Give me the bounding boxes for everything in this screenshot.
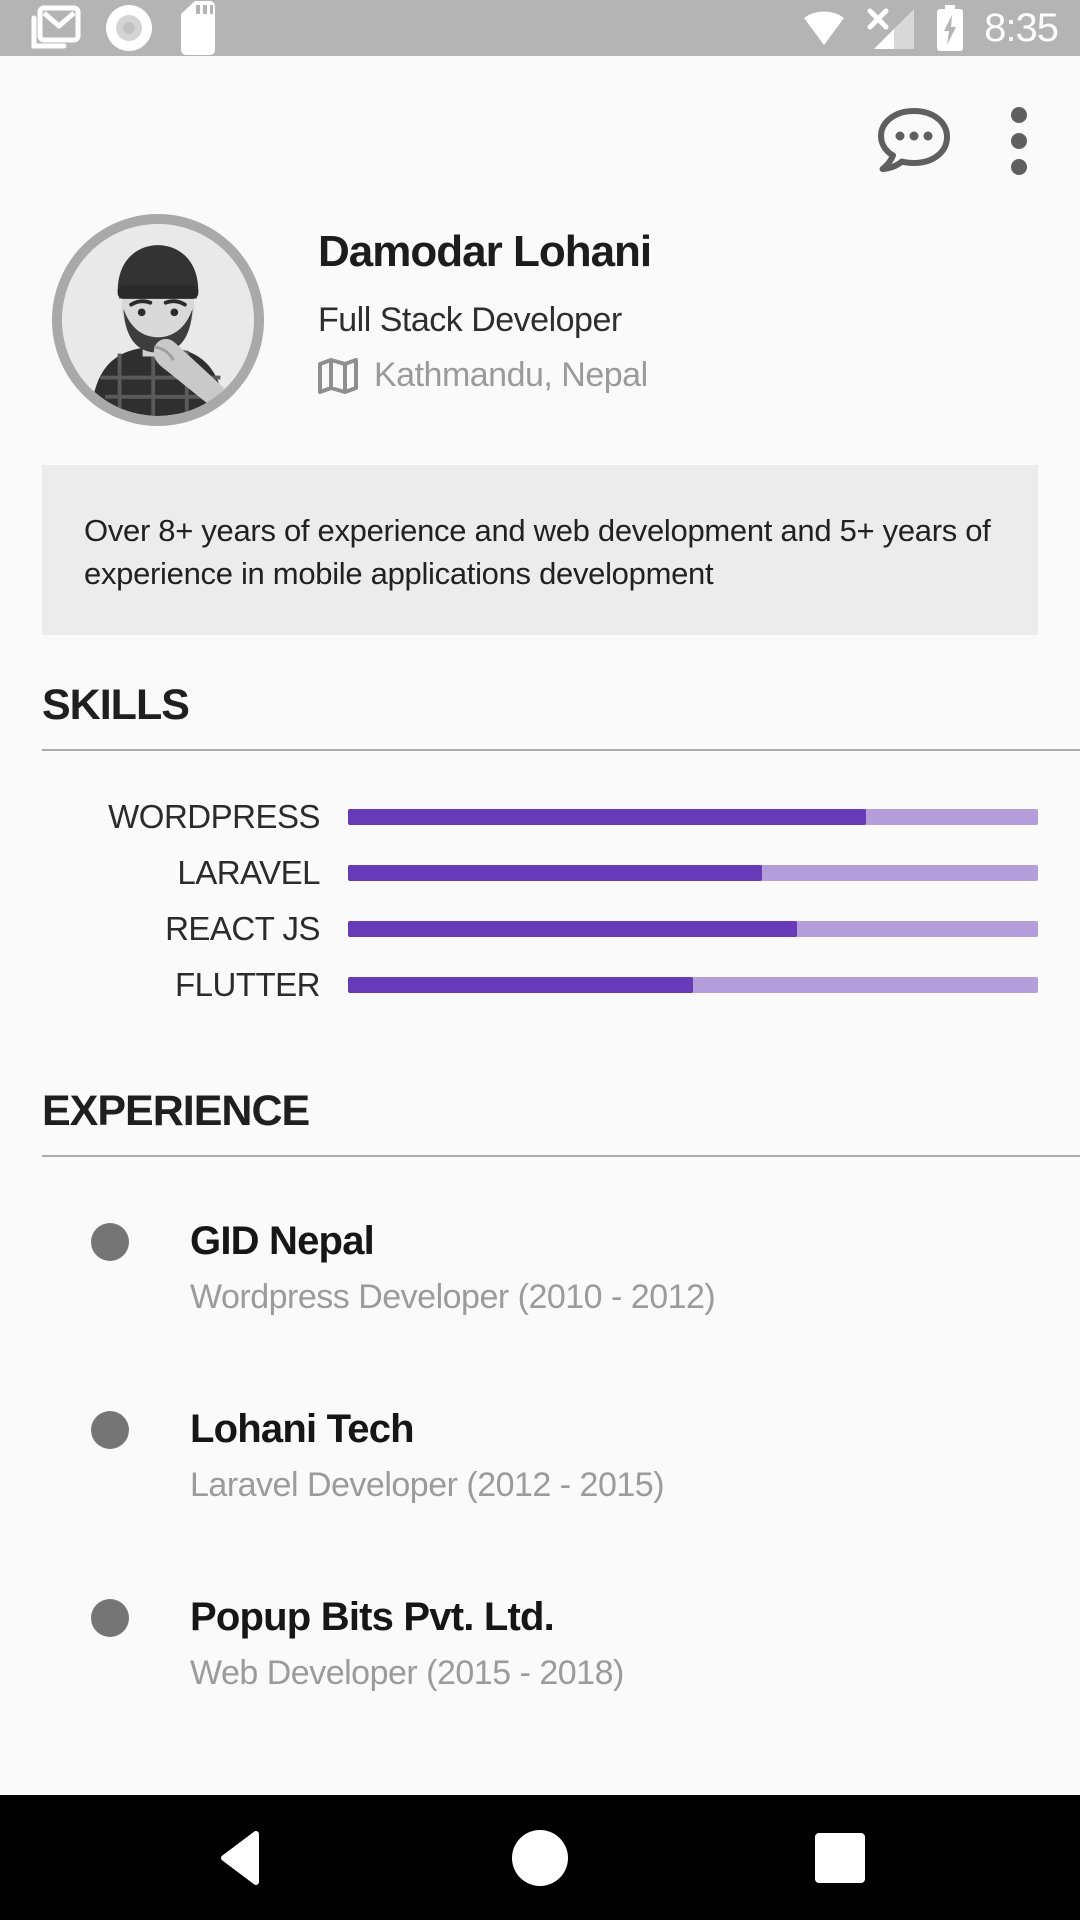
bullet-icon bbox=[91, 1223, 129, 1261]
app-bar bbox=[0, 104, 1080, 178]
bio-box: Over 8+ years of experience and web deve… bbox=[42, 465, 1038, 635]
experience-company: Popup Bits Pvt. Ltd. bbox=[190, 1595, 555, 1639]
skill-bar-track bbox=[348, 977, 1038, 993]
status-bar-right: 8:35 bbox=[802, 5, 1064, 51]
gmail-notification-icon bbox=[28, 4, 82, 52]
chat-bubble-icon[interactable] bbox=[872, 103, 952, 179]
experience-body: Popup Bits Pvt. Ltd. Web Developer (2015… bbox=[190, 1593, 624, 1693]
experience-role: Laravel Developer (2012 - 2015) bbox=[190, 1466, 665, 1504]
experience-role: Wordpress Developer (2010 - 2012) bbox=[190, 1278, 716, 1316]
status-bar: 8:35 bbox=[0, 0, 1080, 56]
profile-info: Damodar Lohani Full Stack Developer Kath… bbox=[318, 214, 652, 395]
avatar bbox=[52, 214, 264, 426]
skill-row-reactjs: REACT JS bbox=[42, 901, 1038, 957]
skill-row-flutter: FLUTTER bbox=[42, 957, 1038, 1013]
profile-name: Damodar Lohani bbox=[318, 227, 652, 276]
experience-item: Lohani Tech Laravel Developer (2012 - 20… bbox=[0, 1405, 1080, 1505]
experience-company: GID Nepal bbox=[190, 1219, 375, 1263]
bullet-icon bbox=[91, 1599, 129, 1637]
navigation-bar bbox=[0, 1795, 1080, 1920]
experience-item: Popup Bits Pvt. Ltd. Web Developer (2015… bbox=[0, 1593, 1080, 1693]
profile-location: Kathmandu, Nepal bbox=[318, 356, 651, 395]
disc-icon bbox=[104, 3, 154, 53]
map-icon bbox=[318, 357, 358, 394]
skill-bar-fill bbox=[348, 921, 797, 937]
skill-label: FLUTTER bbox=[175, 966, 321, 1003]
skill-bar-track bbox=[348, 921, 1038, 937]
recents-icon[interactable] bbox=[808, 1826, 872, 1890]
sd-card-icon bbox=[176, 0, 218, 56]
experience-divider bbox=[42, 1155, 1080, 1157]
status-time: 8:35 bbox=[984, 5, 1059, 50]
skill-label: LARAVEL bbox=[177, 854, 320, 891]
wifi-icon bbox=[802, 9, 846, 47]
skills-chart: WORDPRESS LARAVEL REACT JS FLUTTER bbox=[42, 789, 1038, 1013]
skill-label: REACT JS bbox=[165, 910, 320, 947]
battery-charging-icon bbox=[936, 5, 964, 51]
cell-signal-no-sim-icon bbox=[866, 7, 916, 49]
experience-heading: EXPERIENCE bbox=[42, 1087, 310, 1135]
bullet-icon bbox=[91, 1411, 129, 1449]
overflow-menu-icon[interactable] bbox=[1010, 106, 1028, 176]
back-icon[interactable] bbox=[208, 1826, 272, 1890]
experience-list: GID Nepal Wordpress Developer (2010 - 20… bbox=[0, 1217, 1080, 1693]
skill-row-laravel: LARAVEL bbox=[42, 845, 1038, 901]
skill-bar-fill bbox=[348, 809, 866, 825]
bio-text: Over 8+ years of experience and web deve… bbox=[84, 513, 991, 591]
skill-bar-fill bbox=[348, 865, 762, 881]
experience-company: Lohani Tech bbox=[190, 1407, 415, 1451]
content-area: Damodar Lohani Full Stack Developer Kath… bbox=[0, 56, 1080, 1920]
experience-item: GID Nepal Wordpress Developer (2010 - 20… bbox=[0, 1217, 1080, 1317]
skill-bar-track bbox=[348, 865, 1038, 881]
profile-location-text: Kathmandu, Nepal bbox=[374, 356, 648, 394]
profile-header: Damodar Lohani Full Stack Developer Kath… bbox=[52, 214, 1080, 426]
skills-heading: SKILLS bbox=[42, 681, 190, 729]
home-icon[interactable] bbox=[508, 1826, 572, 1890]
experience-body: Lohani Tech Laravel Developer (2012 - 20… bbox=[190, 1405, 665, 1505]
skill-bar-track bbox=[348, 809, 1038, 825]
profile-title: Full Stack Developer bbox=[318, 301, 622, 339]
skill-row-wordpress: WORDPRESS bbox=[42, 789, 1038, 845]
skill-bar-fill bbox=[348, 977, 693, 993]
skills-divider bbox=[42, 749, 1080, 751]
status-bar-left bbox=[16, 0, 218, 56]
skill-label: WORDPRESS bbox=[108, 798, 320, 835]
experience-body: GID Nepal Wordpress Developer (2010 - 20… bbox=[190, 1217, 716, 1317]
experience-role: Web Developer (2015 - 2018) bbox=[190, 1654, 624, 1692]
